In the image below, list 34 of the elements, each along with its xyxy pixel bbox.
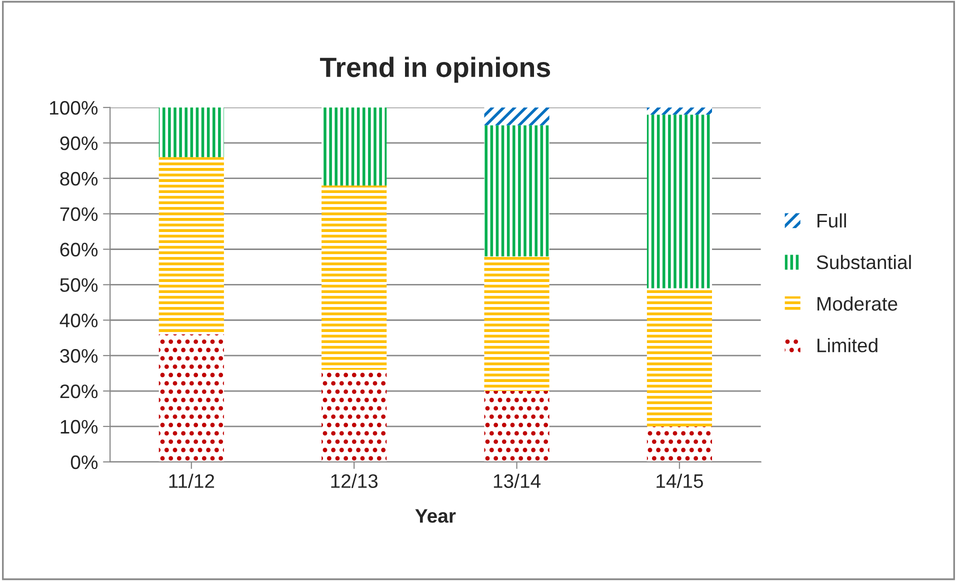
- bar: [484, 391, 550, 462]
- y-tick-label: 40%: [60, 314, 98, 328]
- x-tick-label: 12/13: [331, 474, 378, 488]
- bar: [322, 107, 387, 186]
- x-tick-label: 11/12: [169, 474, 214, 488]
- chart-title: Trend in opinions: [320, 56, 550, 83]
- bar: [646, 114, 712, 288]
- y-tick-label: 90%: [60, 136, 98, 150]
- y-tick-label: 70%: [60, 207, 98, 222]
- y-tick-label: 20%: [60, 384, 98, 398]
- y-tick-label: 50%: [60, 278, 98, 292]
- bar: [322, 185, 387, 370]
- bar: [484, 107, 550, 126]
- y-tick-label: 30%: [60, 349, 98, 363]
- y-tick-label: 60%: [60, 242, 98, 256]
- y-tick-label: 100%: [50, 100, 98, 115]
- x-axis-title: Year: [415, 509, 456, 523]
- bar: [646, 426, 712, 462]
- legend-label: Full: [818, 213, 846, 228]
- bar: [646, 288, 712, 426]
- y-tick-label: 0%: [70, 455, 98, 470]
- legend-label: Substantial: [816, 254, 911, 270]
- bar: [158, 157, 224, 334]
- y-tick-label: 10%: [60, 420, 98, 434]
- legend-label: Moderate: [818, 296, 898, 311]
- bar: [484, 256, 550, 392]
- legend-label: Limited: [818, 338, 878, 352]
- bar: [484, 125, 550, 256]
- y-tick-label: 80%: [60, 172, 98, 186]
- bar: [646, 107, 712, 115]
- x-tick-label: 14/15: [656, 474, 703, 488]
- x-tick-label: 13/14: [494, 474, 541, 488]
- bar: [158, 107, 224, 158]
- bar: [158, 334, 224, 462]
